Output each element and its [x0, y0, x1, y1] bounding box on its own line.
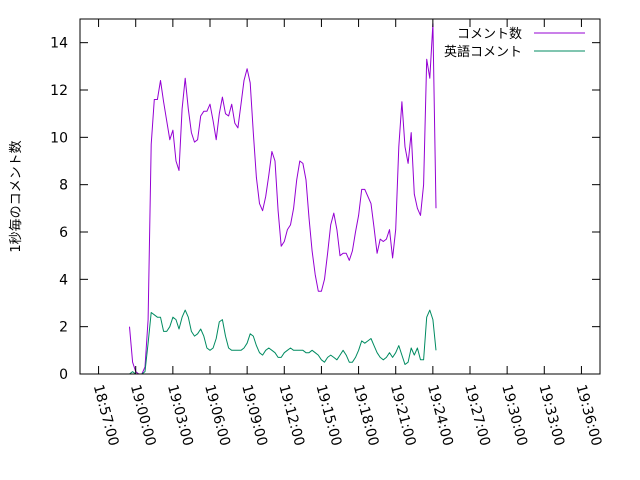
x-tick-label: 19:33:00	[535, 383, 567, 448]
y-tick-label: 12	[50, 83, 68, 99]
y-tick-label: 2	[59, 320, 68, 336]
series-lines	[129, 23, 437, 375]
y-tick-label: 8	[59, 178, 68, 194]
axis-ticks	[80, 19, 600, 375]
x-tick-label: 19:21:00	[387, 383, 419, 448]
x-tick-label: 19:24:00	[424, 383, 456, 448]
x-tick-label: 19:06:00	[201, 383, 233, 448]
x-tick-label: 19:15:00	[313, 383, 345, 448]
y-tick-label: 4	[59, 272, 68, 288]
y-tick-label: 6	[59, 225, 68, 241]
x-tick-label: 18:57:00	[90, 383, 122, 448]
x-tick-label: 19:27:00	[461, 383, 493, 448]
y-axis-label: 1秒毎のコメント数	[8, 140, 24, 252]
x-tick-label: 19:03:00	[164, 383, 196, 448]
plot-frame	[79, 18, 601, 375]
series-line-1	[129, 23, 437, 375]
x-tick-label: 19:12:00	[275, 383, 307, 448]
x-tick-labels: 18:57:00 19:00:00 19:03:00 19:06:00 19:09:00…	[90, 383, 605, 448]
series-line-2	[129, 309, 437, 375]
legend-label-1: コメント数	[457, 27, 522, 42]
x-tick-label: 19:00:00	[127, 383, 159, 448]
legend-label-2: 英語コメント	[444, 44, 522, 60]
x-tick-label: 19:18:00	[350, 383, 382, 448]
x-tick-label: 19:09:00	[238, 383, 270, 448]
y-tick-label: 14	[50, 36, 68, 52]
x-tick-label: 19:36:00	[573, 383, 605, 448]
y-tick-label: 10	[50, 130, 68, 146]
y-tick-labels: 0 2 4 6 8 10 12 14	[50, 36, 68, 383]
x-tick-label: 19:30:00	[498, 383, 530, 448]
y-tick-label: 0	[59, 367, 68, 383]
